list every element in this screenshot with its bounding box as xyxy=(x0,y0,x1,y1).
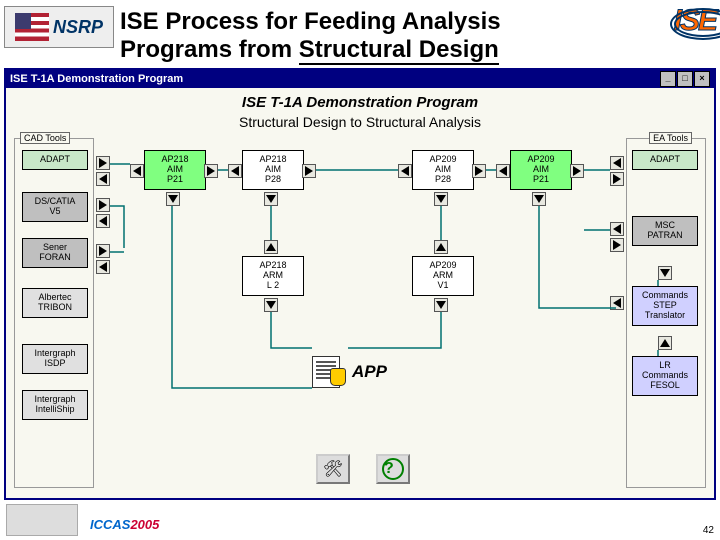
port[interactable] xyxy=(610,156,624,170)
footer: ICCAS2005 42 xyxy=(0,500,720,538)
question-icon: ? xyxy=(382,458,404,480)
title-line2a: Programs from xyxy=(120,36,299,63)
subtitle-1: ISE T-1A Demonstration Program xyxy=(6,94,714,111)
port[interactable] xyxy=(532,192,546,206)
port[interactable] xyxy=(472,164,486,178)
node-ap218-aim-p28[interactable]: AP218AIMP28 xyxy=(242,150,304,190)
nsrp-text: NSRP xyxy=(53,17,103,38)
app-window: ISE T-1A Demonstration Program _ □ × ISE… xyxy=(4,68,716,500)
minimize-button[interactable]: _ xyxy=(660,71,676,87)
tools-button[interactable]: 🛠 xyxy=(316,454,350,484)
port[interactable] xyxy=(228,164,242,178)
port[interactable] xyxy=(610,172,624,186)
port[interactable] xyxy=(264,298,278,312)
port[interactable] xyxy=(96,172,110,186)
port[interactable] xyxy=(658,336,672,350)
port[interactable] xyxy=(96,244,110,258)
node-step-translator[interactable]: CommandsSTEPTranslator xyxy=(632,286,698,326)
node-intelliship[interactable]: IntergraphIntelliShip xyxy=(22,390,88,420)
port[interactable] xyxy=(264,240,278,254)
connector-lines xyxy=(6,88,714,498)
node-adapt-right[interactable]: ADAPT xyxy=(632,150,698,170)
iccas-label: ICCAS2005 xyxy=(90,517,159,532)
port[interactable] xyxy=(96,260,110,274)
node-ap209-arm[interactable]: AP209ARMV1 xyxy=(412,256,474,296)
page-number: 42 xyxy=(703,525,714,536)
node-ap209-aim-p21[interactable]: AP209AIMP21 xyxy=(510,150,572,190)
help-button[interactable]: ? xyxy=(376,454,410,484)
close-button[interactable]: × xyxy=(694,71,710,87)
title-line2b: Structural Design xyxy=(299,36,499,65)
subtitle-2: Structural Design to Structural Analysis xyxy=(6,114,714,130)
node-patran[interactable]: MSCPATRAN xyxy=(632,216,698,246)
footer-logo xyxy=(6,504,78,536)
window-title: ISE T-1A Demonstration Program xyxy=(10,73,183,85)
port[interactable] xyxy=(130,164,144,178)
database-icon xyxy=(330,368,346,386)
slide-title: ISE Process for Feeding Analysis Program… xyxy=(120,8,650,63)
port[interactable] xyxy=(264,192,278,206)
port[interactable] xyxy=(434,298,448,312)
port[interactable] xyxy=(166,192,180,206)
diagram-canvas: ISE T-1A Demonstration Program Structura… xyxy=(6,88,714,498)
window-titlebar[interactable]: ISE T-1A Demonstration Program _ □ × xyxy=(6,70,714,88)
maximize-button[interactable]: □ xyxy=(677,71,693,87)
node-fesol[interactable]: LR CommandsFESOL xyxy=(632,356,698,396)
slide: NSRP ISE Process for Feeding Analysis Pr… xyxy=(0,0,720,540)
port[interactable] xyxy=(96,198,110,212)
port[interactable] xyxy=(496,164,510,178)
header: NSRP ISE Process for Feeding Analysis Pr… xyxy=(0,2,720,64)
port[interactable] xyxy=(610,222,624,236)
node-ap218-arm[interactable]: AP218ARML 2 xyxy=(242,256,304,296)
app-label: APP xyxy=(352,362,387,382)
node-ap209-aim-p28[interactable]: AP209AIMP28 xyxy=(412,150,474,190)
node-adapt-left[interactable]: ADAPT xyxy=(22,150,88,170)
port[interactable] xyxy=(434,192,448,206)
port[interactable] xyxy=(398,164,412,178)
ise-logo: ISE xyxy=(674,4,716,38)
window-buttons: _ □ × xyxy=(660,71,710,87)
left-section-label: CAD Tools xyxy=(20,132,70,144)
app-icon[interactable] xyxy=(312,356,346,386)
port[interactable] xyxy=(302,164,316,178)
title-line1: ISE Process for Feeding Analysis xyxy=(120,8,501,35)
port[interactable] xyxy=(434,240,448,254)
node-foran[interactable]: SenerFORAN xyxy=(22,238,88,268)
right-section-label: EA Tools xyxy=(649,132,692,144)
iccas-a: ICCAS xyxy=(90,517,130,532)
node-catia[interactable]: DS/CATIAV5 xyxy=(22,192,88,222)
port[interactable] xyxy=(658,266,672,280)
node-isdp[interactable]: IntergraphISDP xyxy=(22,344,88,374)
iccas-b: 2005 xyxy=(130,517,159,532)
port[interactable] xyxy=(570,164,584,178)
port[interactable] xyxy=(610,296,624,310)
us-flag-icon xyxy=(15,13,49,41)
port[interactable] xyxy=(96,214,110,228)
nsrp-logo: NSRP xyxy=(4,6,114,48)
port[interactable] xyxy=(96,156,110,170)
port[interactable] xyxy=(610,238,624,252)
node-tribon[interactable]: AlbertecTRIBON xyxy=(22,288,88,318)
port[interactable] xyxy=(204,164,218,178)
node-ap218-aim-p21[interactable]: AP218AIMP21 xyxy=(144,150,206,190)
